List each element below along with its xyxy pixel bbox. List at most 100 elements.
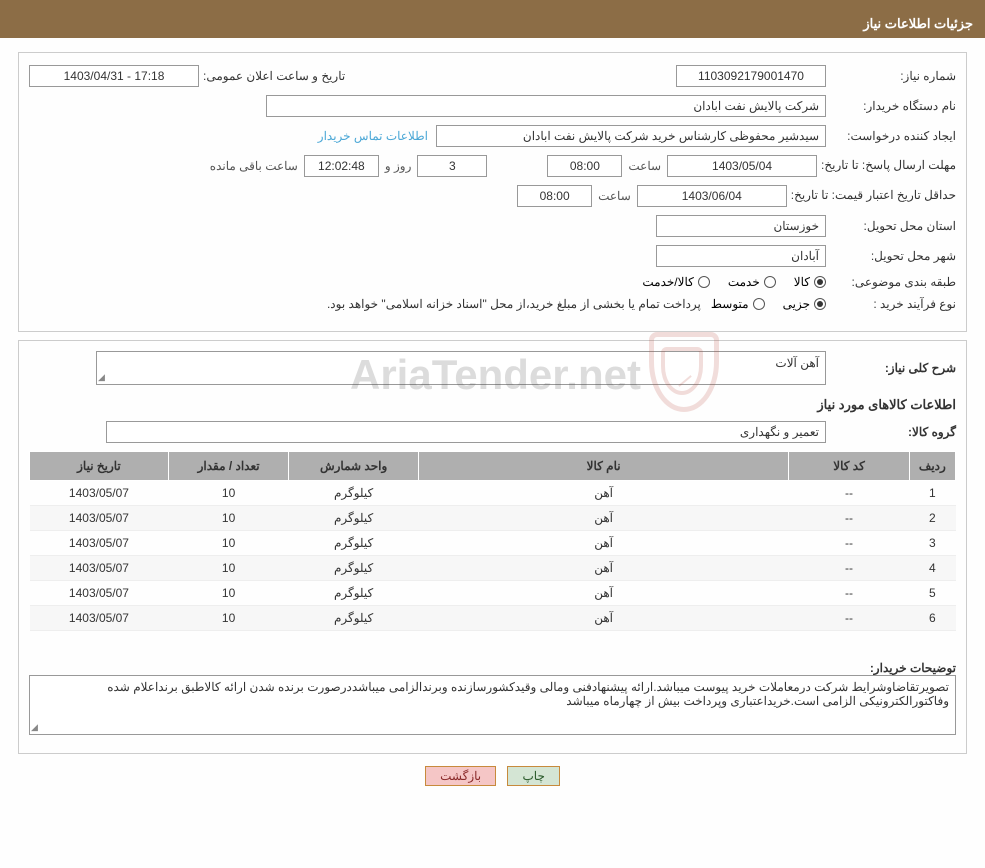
- table-header: واحد شمارش: [289, 452, 419, 481]
- group-label: گروه کالا:: [826, 425, 956, 439]
- table-header: نام کالا: [418, 452, 788, 481]
- back-button[interactable]: بازگشت: [425, 766, 496, 786]
- table-row: 6--آهنکیلوگرم101403/05/07: [30, 606, 956, 631]
- table-header: کد کالا: [789, 452, 909, 481]
- table-cell: کیلوگرم: [289, 506, 419, 531]
- time-label-2: ساعت: [598, 189, 631, 203]
- buyer-org-value: شرکت پالایش نفت ابادان: [266, 95, 826, 117]
- opt-minor: جزیی: [783, 297, 810, 311]
- payment-note: پرداخت تمام یا بخشی از مبلغ خرید،از محل …: [327, 297, 701, 311]
- city-label: شهر محل تحویل:: [826, 249, 956, 263]
- goods-header: اطلاعات کالاهای مورد نیاز: [29, 397, 956, 413]
- table-cell: 10: [168, 556, 288, 581]
- price-valid-date: 1403/06/04: [637, 185, 787, 207]
- table-cell: 1: [909, 481, 955, 506]
- countdown-value: 12:02:48: [304, 155, 379, 177]
- table-cell: آهن: [418, 606, 788, 631]
- announce-label: تاریخ و ساعت اعلان عمومی:: [199, 69, 359, 83]
- days-and-label: روز و: [385, 159, 412, 173]
- button-row: چاپ بازگشت: [0, 754, 985, 798]
- purchase-type-group: جزیی متوسط: [711, 297, 826, 311]
- table-cell: 4: [909, 556, 955, 581]
- desc-label: شرح کلی نیاز:: [826, 361, 956, 375]
- table-cell: 1403/05/07: [30, 506, 169, 531]
- radio-service[interactable]: [764, 276, 776, 288]
- days-remaining: 3: [417, 155, 487, 177]
- table-cell: 1403/05/07: [30, 606, 169, 631]
- table-cell: --: [789, 506, 909, 531]
- table-cell: 10: [168, 581, 288, 606]
- table-cell: --: [789, 581, 909, 606]
- radio-goods[interactable]: [814, 276, 826, 288]
- table-cell: کیلوگرم: [289, 606, 419, 631]
- table-cell: --: [789, 531, 909, 556]
- classification-label: طبقه بندی موضوعی:: [826, 275, 956, 289]
- buyer-notes-textarea[interactable]: تصویرتقاضاوشرایط شرکت درمعاملات خرید پیو…: [29, 675, 956, 735]
- table-header: تعداد / مقدار: [168, 452, 288, 481]
- table-cell: 1403/05/07: [30, 556, 169, 581]
- table-cell: کیلوگرم: [289, 481, 419, 506]
- table-cell: 10: [168, 506, 288, 531]
- table-cell: 2: [909, 506, 955, 531]
- table-cell: 1403/05/07: [30, 481, 169, 506]
- opt-goods: کالا: [794, 275, 810, 289]
- resize-icon: ◢: [98, 372, 105, 383]
- table-cell: 3: [909, 531, 955, 556]
- province-value: خوزستان: [656, 215, 826, 237]
- buyer-notes-label: توضیحات خریدار:: [826, 643, 956, 675]
- announce-value: 17:18 - 1403/04/31: [29, 65, 199, 87]
- table-row: 2--آهنکیلوگرم101403/05/07: [30, 506, 956, 531]
- radio-medium[interactable]: [753, 298, 765, 310]
- radio-goods-service[interactable]: [698, 276, 710, 288]
- table-cell: 10: [168, 531, 288, 556]
- table-cell: کیلوگرم: [289, 556, 419, 581]
- price-valid-label: حداقل تاریخ اعتبار قیمت: تا تاریخ:: [787, 188, 956, 204]
- radio-minor[interactable]: [814, 298, 826, 310]
- group-value: تعمیر و نگهداری: [106, 421, 826, 443]
- table-cell: 6: [909, 606, 955, 631]
- table-row: 4--آهنکیلوگرم101403/05/07: [30, 556, 956, 581]
- price-valid-time: 08:00: [517, 185, 592, 207]
- classification-group: کالا خدمت کالا/خدمت: [642, 275, 826, 289]
- table-header: ردیف: [909, 452, 955, 481]
- table-row: 5--آهنکیلوگرم101403/05/07: [30, 581, 956, 606]
- purchase-type-label: نوع فرآیند خرید :: [826, 297, 956, 311]
- table-cell: 10: [168, 481, 288, 506]
- contact-link[interactable]: اطلاعات تماس خریدار: [318, 129, 428, 143]
- table-cell: آهن: [418, 506, 788, 531]
- buyer-notes-text: تصویرتقاضاوشرایط شرکت درمعاملات خرید پیو…: [107, 680, 949, 708]
- table-cell: آهن: [418, 556, 788, 581]
- table-cell: کیلوگرم: [289, 531, 419, 556]
- response-deadline-label: مهلت ارسال پاسخ: تا تاریخ:: [817, 158, 956, 174]
- desc-value: آهن آلات: [775, 356, 819, 370]
- need-number-label: شماره نیاز:: [826, 69, 956, 83]
- table-cell: 1403/05/07: [30, 581, 169, 606]
- goods-table: ردیفکد کالانام کالاواحد شمارشتعداد / مقد…: [29, 451, 956, 631]
- table-cell: کیلوگرم: [289, 581, 419, 606]
- print-button[interactable]: چاپ: [507, 766, 559, 786]
- province-label: استان محل تحویل:: [826, 219, 956, 233]
- opt-medium: متوسط: [711, 297, 749, 311]
- table-cell: --: [789, 556, 909, 581]
- city-value: آبادان: [656, 245, 826, 267]
- buyer-org-label: نام دستگاه خریدار:: [826, 99, 956, 113]
- table-cell: --: [789, 606, 909, 631]
- info-panel: شماره نیاز: 1103092179001470 تاریخ و ساع…: [18, 52, 967, 332]
- table-cell: 10: [168, 606, 288, 631]
- need-panel: شرح کلی نیاز: آهن آلات ◢ اطلاعات کالاهای…: [18, 340, 967, 754]
- table-row: 1--آهنکیلوگرم101403/05/07: [30, 481, 956, 506]
- page-title: جزئیات اطلاعات نیاز: [0, 10, 985, 38]
- remaining-label: ساعت باقی مانده: [210, 159, 298, 173]
- requester-label: ایجاد کننده درخواست:: [826, 129, 956, 143]
- opt-goods-service: کالا/خدمت: [642, 275, 693, 289]
- time-label-1: ساعت: [628, 159, 661, 173]
- table-row: 3--آهنکیلوگرم101403/05/07: [30, 531, 956, 556]
- table-cell: --: [789, 481, 909, 506]
- desc-textarea[interactable]: آهن آلات ◢: [96, 351, 826, 385]
- resize-icon-2: ◢: [31, 722, 38, 733]
- table-cell: آهن: [418, 581, 788, 606]
- requester-value: سیدشیر محفوظی کارشناس خرید شرکت پالایش ن…: [436, 125, 826, 147]
- table-cell: 1403/05/07: [30, 531, 169, 556]
- table-cell: آهن: [418, 531, 788, 556]
- table-cell: 5: [909, 581, 955, 606]
